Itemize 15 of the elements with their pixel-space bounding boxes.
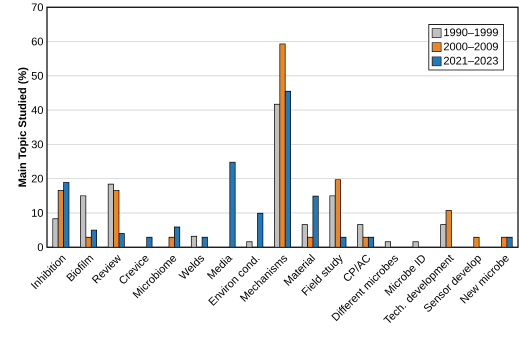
y-tick-label: 50 [32,72,44,80]
y-axis-title: Main Topic Studied (%) [18,68,28,186]
bar [279,43,286,248]
bar [334,179,341,248]
y-tick-label: 20 [32,174,44,182]
y-tick-label: 60 [32,38,44,46]
y-tick-label: 30 [32,140,44,148]
y-tick-label: 70 [32,3,44,12]
y-tick-label: 40 [31,106,44,114]
legend-label: 2021–2023 [444,56,498,64]
y-tick-label: 0 [38,243,44,252]
legend-label: 1990–1999 [444,28,498,36]
legend-label: 2000–2009 [444,42,498,50]
bar [229,162,236,248]
y-tick-label: 10 [32,208,44,217]
